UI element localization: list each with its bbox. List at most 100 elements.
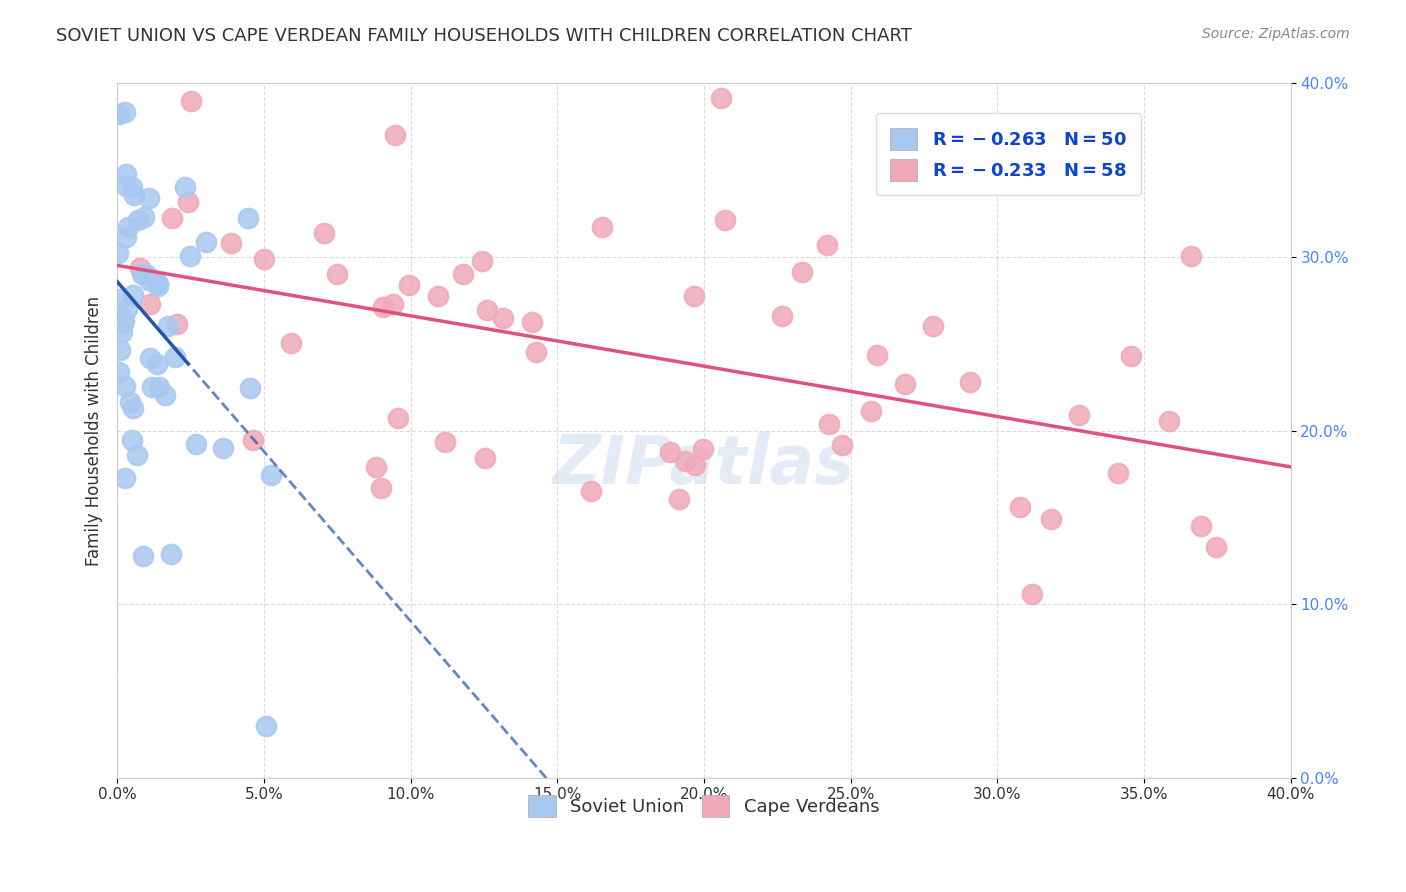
Point <box>894 377 917 392</box>
Point <box>792 265 814 279</box>
Point <box>526 345 548 359</box>
Point <box>922 319 945 334</box>
Point <box>579 483 602 498</box>
Point <box>959 376 981 390</box>
Point <box>474 450 496 465</box>
Point <box>120 394 142 409</box>
Point <box>831 438 853 452</box>
Point <box>1107 466 1129 480</box>
Point <box>115 230 138 244</box>
Point <box>1010 500 1032 514</box>
Point <box>371 300 394 314</box>
Point <box>692 442 714 456</box>
Point <box>471 253 494 268</box>
Point <box>1021 587 1043 601</box>
Point <box>194 235 217 249</box>
Point <box>108 292 131 306</box>
Point <box>253 252 276 266</box>
Point <box>112 313 135 327</box>
Point <box>122 401 145 415</box>
Point <box>107 246 129 260</box>
Point <box>107 106 129 120</box>
Point <box>156 318 179 333</box>
Point <box>673 454 696 468</box>
Point <box>366 460 388 475</box>
Point <box>817 417 839 432</box>
Point <box>127 448 149 462</box>
Point <box>451 268 474 282</box>
Point <box>1205 540 1227 554</box>
Point <box>239 381 262 395</box>
Point <box>384 128 406 143</box>
Point <box>387 411 409 425</box>
Point <box>398 278 420 293</box>
Point <box>280 335 302 350</box>
Point <box>108 343 131 357</box>
Text: Source: ZipAtlas.com: Source: ZipAtlas.com <box>1202 27 1350 41</box>
Point <box>1119 349 1142 363</box>
Point <box>236 211 259 225</box>
Point <box>591 220 613 235</box>
Point <box>1039 512 1062 526</box>
Point <box>122 288 145 302</box>
Point <box>492 310 515 325</box>
Point <box>312 226 335 240</box>
Point <box>166 317 188 331</box>
Point <box>1067 408 1090 422</box>
Point <box>145 276 167 290</box>
Text: SOVIET UNION VS CAPE VERDEAN FAMILY HOUSEHOLDS WITH CHILDREN CORRELATION CHART: SOVIET UNION VS CAPE VERDEAN FAMILY HOUS… <box>56 27 912 45</box>
Point <box>1159 414 1181 428</box>
Point <box>173 180 195 194</box>
Point <box>111 325 134 339</box>
Point <box>127 213 149 227</box>
Point <box>114 378 136 392</box>
Point <box>1180 249 1202 263</box>
Point <box>115 302 138 317</box>
Point <box>117 219 139 234</box>
Point <box>817 238 839 252</box>
Point <box>520 316 543 330</box>
Point <box>177 194 200 209</box>
Text: ZIPatlas: ZIPatlas <box>553 433 855 499</box>
Point <box>219 236 242 251</box>
Point <box>242 433 264 447</box>
Point <box>139 297 162 311</box>
Point <box>148 277 170 292</box>
Point <box>477 303 499 318</box>
Point <box>668 491 690 506</box>
Point <box>683 458 706 473</box>
Point <box>114 471 136 485</box>
Point <box>382 296 405 310</box>
Y-axis label: Family Households with Children: Family Households with Children <box>86 295 103 566</box>
Point <box>180 94 202 108</box>
Point <box>115 167 138 181</box>
Point <box>714 213 737 227</box>
Legend: Soviet Union, Cape Verdeans: Soviet Union, Cape Verdeans <box>522 788 887 824</box>
Point <box>682 288 704 302</box>
Point <box>427 289 450 303</box>
Point <box>146 278 169 293</box>
Point <box>1189 519 1212 533</box>
Point <box>165 350 187 364</box>
Point <box>254 718 277 732</box>
Point <box>370 482 392 496</box>
Point <box>860 404 883 418</box>
Point <box>866 348 889 362</box>
Point <box>108 365 131 379</box>
Point <box>128 260 150 275</box>
Point <box>153 388 176 402</box>
Point <box>114 105 136 120</box>
Point <box>122 188 145 202</box>
Point <box>138 191 160 205</box>
Point <box>121 179 143 194</box>
Point <box>260 468 283 483</box>
Point <box>659 445 682 459</box>
Point <box>710 91 733 105</box>
Point <box>132 549 155 563</box>
Point <box>184 436 207 450</box>
Point <box>148 380 170 394</box>
Point <box>434 434 457 449</box>
Point <box>146 357 169 371</box>
Point <box>141 380 163 394</box>
Point <box>162 211 184 225</box>
